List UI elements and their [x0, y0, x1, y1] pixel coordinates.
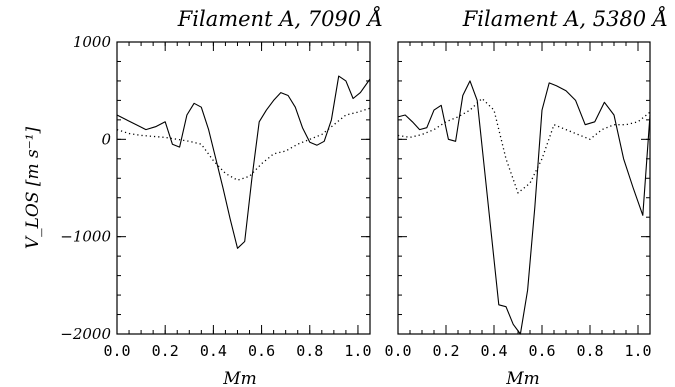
x-tick-label: 0.0 [384, 342, 411, 360]
y-tick-label: −1000 [60, 228, 111, 246]
x-tick-label: 0.0 [103, 342, 130, 360]
x-tick-label: 1.0 [624, 342, 651, 360]
x-tick-label: 1.0 [344, 342, 371, 360]
x-tick-label: 0.8 [576, 342, 603, 360]
series-dotted-line [116, 107, 371, 181]
y-tick-label: 1000 [73, 33, 112, 51]
panel-title-5380: Filament A, 5380 Å [462, 6, 668, 31]
series-solid-line [397, 80, 651, 335]
y-tick-label: 0 [101, 130, 111, 148]
x-tick-label: 0.6 [248, 342, 275, 360]
y-tick-label: −2000 [60, 325, 111, 343]
plot-frame-5380 [397, 41, 651, 335]
x-tick-label: 0.8 [296, 342, 323, 360]
x-tick-label: 0.4 [200, 342, 227, 360]
panel-filament-5380: Filament A, 5380 Å 0.0 0.2 0.4 0.6 0.8 1.0 Mm [384, 6, 668, 387]
x-tick-label: 0.6 [528, 342, 555, 360]
y-axis-label: V_LOS [m s⁻¹] [23, 126, 43, 249]
x-tick-label: 0.2 [432, 342, 459, 360]
x-axis-label-7090: Mm [222, 369, 257, 387]
plot-frame-7090 [116, 41, 371, 335]
panel-title-7090: Filament A, 7090 Å [177, 6, 383, 31]
panel-filament-7090: Filament A, 7090 Å 0.0 0.2 0.4 0.6 0.8 1.0 100… [23, 6, 383, 387]
x-tick-label: 0.4 [480, 342, 507, 360]
x-axis-label-5380: Mm [505, 369, 540, 387]
x-tick-label: 0.2 [152, 342, 179, 360]
series-solid-line [116, 75, 371, 249]
series-dotted-line [397, 97, 651, 194]
